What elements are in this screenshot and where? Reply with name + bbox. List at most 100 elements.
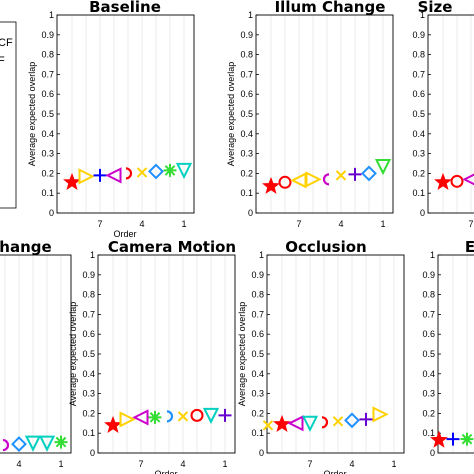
y-tick-label: 0.5 [240,109,253,119]
y-tick-label: 0.2 [412,168,425,178]
y-tick-label: 1 [49,10,54,20]
chart-title: Change [0,238,52,256]
x-tick-label: 7 [97,219,102,229]
y-tick-label: 0.4 [41,129,54,139]
axes-box [0,254,72,454]
legend-box [0,21,17,209]
y-tick-label: 0.6 [41,89,54,99]
data-point [11,436,27,453]
x-tick-label: 1 [380,219,385,229]
data-point [450,174,464,188]
y-tick-label: 0.9 [412,30,425,40]
x-tick-label: 7 [307,459,312,469]
data-point [446,432,460,446]
y-tick-label: 0.1 [41,188,54,198]
y-tick-label: 0.7 [240,69,253,79]
y-tick-label: 0 [90,448,95,458]
chart-title: Illum Change [275,0,386,16]
y-tick-label: 0.5 [82,349,95,359]
y-tick-label: 0.6 [412,89,425,99]
chart-title: Baseline [89,0,161,16]
y-tick-label: 0.8 [422,290,435,300]
chart-panel: 0 0.1 0.2 0.3 0.4 0.5 0.6 0.7 0.8 0.9 1 7 Size [412,0,474,229]
y-axis-label: Average expected overlap [226,62,236,166]
data-point [177,411,189,422]
data-point [104,415,122,433]
data-point [287,415,304,432]
legend: CF F [0,21,17,209]
data-point [148,410,162,424]
y-tick-label: 0.8 [240,50,253,60]
y-tick-label: 0.4 [422,369,435,379]
data-point [301,415,319,433]
x-axis-label: Order [113,229,136,239]
y-tick-label: 0.4 [82,369,95,379]
data-point [132,409,149,426]
data-point [136,167,148,178]
axes-box [56,14,195,214]
x-axis-label: Order [323,469,346,474]
data-point [359,412,373,426]
data-point [430,430,448,448]
y-axis-label: Average expected overlap [27,62,37,166]
x-tick-label: 4 [349,459,354,469]
y-tick-label: 0.7 [251,309,264,319]
y-tick-label: 0 [49,208,54,218]
data-point [63,172,81,190]
axes-box [437,254,474,454]
data-point [462,173,474,186]
y-tick-label: 0.3 [251,389,264,399]
x-tick-label: 1 [181,219,186,229]
y-tick-label: 0.5 [422,349,435,359]
y-tick-label: 0.2 [240,168,253,178]
data-point [148,163,164,180]
y-tick-label: 0 [259,448,264,458]
y-tick-label: 0.7 [412,69,425,79]
y-tick-label: 1 [259,250,264,260]
legend-entry-1: CF [0,37,13,49]
data-point [175,162,193,180]
data-point [344,412,360,429]
chart-panel: 4 1 Change [0,238,72,469]
chart-title: Occlusion [285,238,366,256]
data-point [348,167,362,181]
y-tick-label: 1 [420,10,425,20]
y-tick-label: 0.6 [82,329,95,339]
y-tick-label: 0.1 [251,428,264,438]
y-tick-label: 0.4 [251,369,264,379]
y-tick-label: 0.7 [82,309,95,319]
y-tick-label: 0.9 [251,270,264,280]
y-tick-label: 0.1 [412,188,425,198]
y-tick-label: 0 [420,208,425,218]
y-tick-label: 0.9 [240,30,253,40]
y-tick-label: 0.1 [240,188,253,198]
data-point [190,408,204,422]
data-point [273,414,291,432]
x-tick-label: 7 [296,219,301,229]
chart-panel: 0 0.1 0.2 0.3 0.4 0.5 0.6 0.7 0.8 0.9 1 7 4 1 Occlusio… [237,238,405,474]
data-point [332,416,344,427]
y-tick-label: 0.3 [41,149,54,159]
y-tick-label: 0.5 [412,109,425,119]
chart-title: E [465,238,474,256]
y-tick-label: 0.8 [412,50,425,60]
data-point [278,175,292,189]
x-axis-label: Order [154,469,177,474]
y-tick-label: 0.6 [251,329,264,339]
data-point [372,406,389,423]
data-point [434,172,452,190]
y-tick-label: 0.3 [412,149,425,159]
chart-panel: 0 0.1 0.2 0.3 0.4 0.5 0.6 0.7 0.8 0.9 1 E [422,238,474,458]
y-tick-label: 0.1 [422,428,435,438]
data-point [163,163,177,177]
y-tick-label: 0.6 [422,329,435,339]
x-tick-label: 1 [58,459,63,469]
data-point [24,435,42,452]
data-point [322,173,330,186]
data-point [93,168,107,182]
y-tick-label: 0.2 [82,408,95,418]
data-point [361,165,377,182]
data-point [78,168,95,185]
y-tick-label: 0.3 [240,149,253,159]
